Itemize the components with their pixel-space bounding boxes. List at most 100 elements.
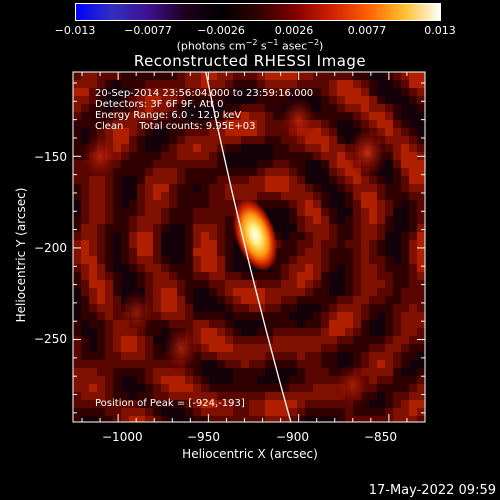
image-pixel — [417, 128, 425, 136]
image-pixel — [217, 192, 225, 200]
image-pixel — [89, 104, 97, 112]
image-pixel — [361, 328, 369, 336]
image-pixel — [97, 368, 105, 376]
image-pixel — [137, 112, 145, 120]
image-pixel — [329, 120, 337, 128]
image-pixel — [257, 328, 265, 336]
image-pixel — [209, 336, 217, 344]
colorbar-tick-label: 0.013 — [424, 24, 456, 37]
image-pixel — [185, 184, 193, 192]
image-pixel — [313, 320, 321, 328]
image-pixel — [289, 264, 297, 272]
image-pixel — [409, 152, 417, 160]
image-pixel — [105, 96, 113, 104]
image-pixel — [193, 112, 201, 120]
image-pixel — [281, 416, 289, 422]
image-pixel — [313, 216, 321, 224]
image-pixel — [353, 120, 361, 128]
image-pixel — [393, 288, 401, 296]
image-pixel — [217, 416, 225, 422]
image-pixel — [225, 72, 233, 80]
image-pixel — [385, 192, 393, 200]
image-pixel — [313, 104, 321, 112]
image-pixel — [369, 240, 377, 248]
image-pixel — [137, 128, 145, 136]
image-pixel — [329, 280, 337, 288]
image-pixel — [369, 272, 377, 280]
image-pixel — [361, 264, 369, 272]
image-pixel — [353, 344, 361, 352]
image-pixel — [273, 224, 281, 232]
image-pixel — [257, 392, 265, 400]
image-pixel — [273, 352, 281, 360]
image-pixel — [113, 392, 121, 400]
image-pixel — [105, 240, 113, 248]
image-pixel — [257, 112, 265, 120]
image-pixel — [81, 128, 89, 136]
image-pixel — [401, 392, 409, 400]
image-pixel — [241, 152, 249, 160]
image-pixel — [193, 88, 201, 96]
image-pixel — [329, 320, 337, 328]
image-pixel — [321, 112, 329, 120]
image-pixel — [73, 296, 81, 304]
image-pixel — [153, 96, 161, 104]
image-pixel — [209, 96, 217, 104]
image-pixel — [145, 184, 153, 192]
image-pixel — [313, 288, 321, 296]
image-pixel — [337, 344, 345, 352]
image-pixel — [81, 416, 89, 422]
image-pixel — [353, 232, 361, 240]
image-pixel — [233, 384, 241, 392]
image-pixel — [297, 360, 305, 368]
image-pixel — [105, 400, 113, 408]
image-pixel — [273, 400, 281, 408]
image-pixel — [305, 360, 313, 368]
image-pixel — [153, 72, 161, 80]
image-pixel — [209, 320, 217, 328]
image-pixel — [281, 200, 289, 208]
image-pixel — [377, 400, 385, 408]
image-pixel — [297, 328, 305, 336]
image-pixel — [329, 144, 337, 152]
image-pixel — [257, 200, 265, 208]
image-pixel — [385, 168, 393, 176]
image-pixel — [369, 376, 377, 384]
image-pixel — [145, 120, 153, 128]
image-pixel — [313, 128, 321, 136]
image-pixel — [385, 216, 393, 224]
image-pixel — [345, 272, 353, 280]
image-pixel — [273, 416, 281, 422]
image-pixel — [289, 408, 297, 416]
image-pixel — [81, 176, 89, 184]
image-pixel — [121, 104, 129, 112]
image-pixel — [121, 392, 129, 400]
image-pixel — [249, 280, 257, 288]
image-pixel — [265, 80, 273, 88]
image-pixel — [89, 288, 97, 296]
image-pixel — [121, 400, 129, 408]
image-pixel — [281, 240, 289, 248]
image-pixel — [329, 376, 337, 384]
image-pixel — [377, 296, 385, 304]
image-pixel — [401, 296, 409, 304]
image-pixel — [273, 256, 281, 264]
image-pixel — [377, 184, 385, 192]
image-pixel — [137, 416, 145, 422]
image-pixel — [209, 80, 217, 88]
image-pixel — [169, 184, 177, 192]
image-pixel — [201, 384, 209, 392]
image-pixel — [369, 104, 377, 112]
image-pixel — [409, 80, 417, 88]
image-pixel — [193, 416, 201, 422]
image-pixel — [345, 184, 353, 192]
image-pixel — [161, 152, 169, 160]
image-pixel — [289, 240, 297, 248]
image-pixel — [305, 352, 313, 360]
image-pixel — [121, 208, 129, 216]
image-pixel — [305, 408, 313, 416]
image-pixel — [289, 328, 297, 336]
image-pixel — [369, 360, 377, 368]
image-pixel — [353, 104, 361, 112]
image-pixel — [105, 112, 113, 120]
